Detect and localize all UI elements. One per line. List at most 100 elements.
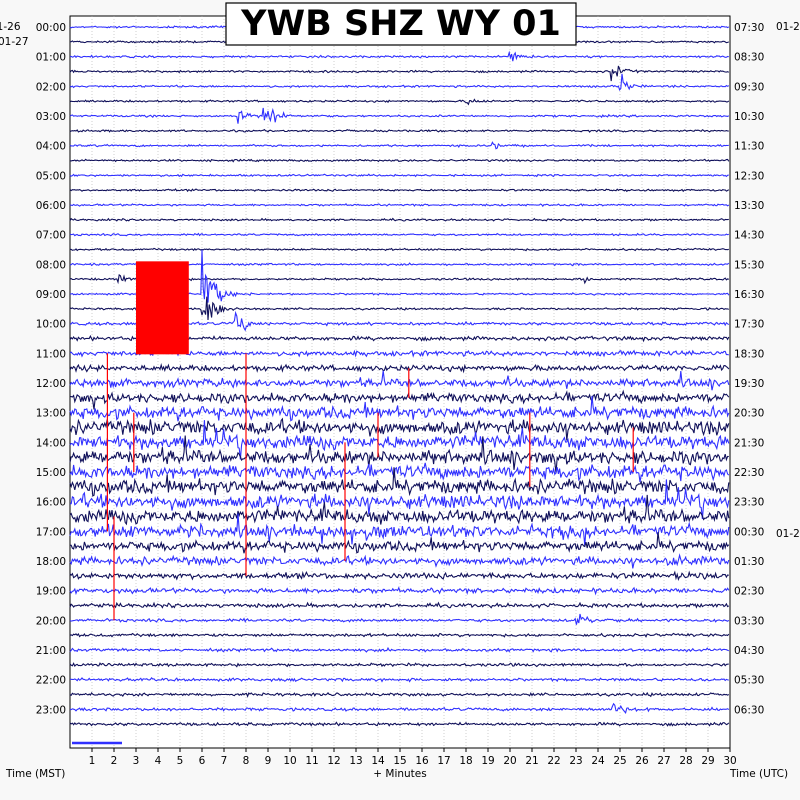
left-hour-label: 10:00	[36, 319, 66, 331]
right-hour-label: 19:30	[734, 378, 764, 390]
trace-line	[69, 128, 729, 133]
trace-line	[69, 217, 729, 222]
x-tick-label: 23	[569, 755, 582, 767]
trace-line	[69, 462, 730, 483]
trace-line	[69, 435, 729, 474]
trace-line	[69, 613, 730, 625]
left-hour-label: 14:00	[36, 437, 66, 449]
trace-line	[70, 676, 729, 683]
x-tick-label: 15	[393, 755, 406, 767]
left-hour-label: 19:00	[36, 586, 66, 598]
left-hour-label: 04:00	[36, 141, 66, 153]
right-hour-label: 13:30	[734, 200, 764, 212]
x-tick-label: 17	[437, 755, 450, 767]
trace-line	[69, 158, 730, 163]
clip-layer	[106, 261, 634, 621]
left-hour-label: 11:00	[36, 348, 66, 360]
trace-line	[69, 141, 729, 150]
x-tick-label: 8	[243, 755, 250, 767]
right-hour-label: 18:30	[734, 348, 764, 360]
x-tick-label: 19	[481, 755, 494, 767]
right-hour-label: 06:30	[734, 704, 764, 716]
right-hour-label: 05:30	[734, 675, 764, 687]
right-hour-label: 03:30	[734, 615, 764, 627]
left-hour-label: 18:00	[36, 556, 66, 568]
trace-line	[69, 721, 730, 727]
left-hour-label: 21:00	[36, 645, 66, 657]
x-tick-label: 4	[155, 755, 162, 767]
trace-line	[69, 513, 730, 547]
right-hour-label: 15:30	[734, 259, 764, 271]
trace-line	[69, 553, 730, 569]
trace-line	[69, 202, 730, 208]
x-tick-label: 24	[591, 755, 605, 767]
left-date-second: 01-27	[0, 36, 29, 48]
right-hour-label: 11:30	[734, 141, 764, 153]
trace-line	[69, 395, 730, 422]
left-date-top: 01-26	[0, 21, 21, 33]
chart-title: YWB SHZ WY 01	[240, 4, 561, 44]
right-hour-label: 04:30	[734, 645, 764, 657]
x-tick-label: 11	[305, 755, 318, 767]
left-hour-label: 01:00	[36, 52, 66, 64]
trace-line	[69, 420, 730, 460]
trace-line	[69, 107, 730, 124]
trace-line	[69, 417, 730, 441]
x-tick-label: 3	[133, 755, 140, 767]
left-hour-label: 09:00	[36, 289, 66, 301]
label-layer: 1 2 3 4 5 6 7 8 9 10 11 12 13 14 15 16 17 18 19 20 21 22 23 24 2…	[36, 22, 765, 767]
x-tick-label: 30	[723, 755, 736, 767]
trace-line	[69, 586, 730, 596]
x-tick-label: 7	[221, 755, 228, 767]
x-tick-label: 28	[679, 755, 692, 767]
left-hour-label: 17:00	[36, 526, 66, 538]
x-axis-label-right: Time (UTC)	[729, 768, 788, 780]
trace-line	[70, 389, 730, 410]
left-hour-label: 06:00	[36, 200, 66, 212]
trace-line	[69, 363, 730, 374]
right-hour-label: 10:30	[734, 111, 764, 123]
left-hour-label: 22:00	[36, 675, 66, 687]
x-tick-label: 22	[547, 755, 560, 767]
left-hour-label: 05:00	[36, 170, 66, 182]
x-tick-label: 21	[525, 755, 538, 767]
x-tick-label: 1	[89, 755, 96, 767]
left-hour-label: 23:00	[36, 704, 66, 716]
right-hour-label: 01:30	[734, 556, 764, 568]
left-hour-label: 02:00	[36, 81, 66, 93]
x-tick-label: 9	[265, 755, 272, 767]
left-hour-label: 13:00	[36, 408, 66, 420]
x-tick-label: 18	[459, 755, 472, 767]
trace-line	[69, 570, 729, 581]
left-hour-label: 12:00	[36, 378, 66, 390]
right-hour-label: 09:30	[734, 81, 764, 93]
left-hour-label: 07:00	[36, 230, 66, 242]
trace-line	[69, 98, 730, 106]
left-hour-label: 03:00	[36, 111, 66, 123]
right-hour-label: 02:30	[734, 586, 764, 598]
trace-line	[69, 188, 730, 193]
x-tick-label: 20	[503, 755, 516, 767]
trace-line	[69, 65, 730, 82]
right-hour-label: 07:30	[734, 22, 764, 34]
x-tick-label: 2	[111, 755, 118, 767]
x-tick-label: 12	[327, 755, 340, 767]
trace-line	[69, 691, 730, 698]
left-hour-label: 20:00	[36, 615, 66, 627]
x-tick-label: 26	[635, 755, 649, 767]
trace-line	[69, 73, 730, 92]
x-tick-label: 27	[657, 755, 670, 767]
trace-line	[69, 479, 730, 519]
trace-line	[69, 532, 730, 554]
title-box	[225, 2, 577, 46]
trace-line	[69, 646, 730, 653]
left-hour-label: 15:00	[36, 467, 66, 479]
trace-line	[69, 50, 729, 62]
right-hour-label: 16:30	[734, 289, 764, 301]
left-hour-label: 16:00	[36, 497, 66, 509]
clipped-signal-block	[136, 261, 189, 355]
right-date-top: 01-2	[776, 21, 800, 33]
right-hour-label: 14:30	[734, 230, 764, 242]
trace-line	[69, 232, 730, 237]
